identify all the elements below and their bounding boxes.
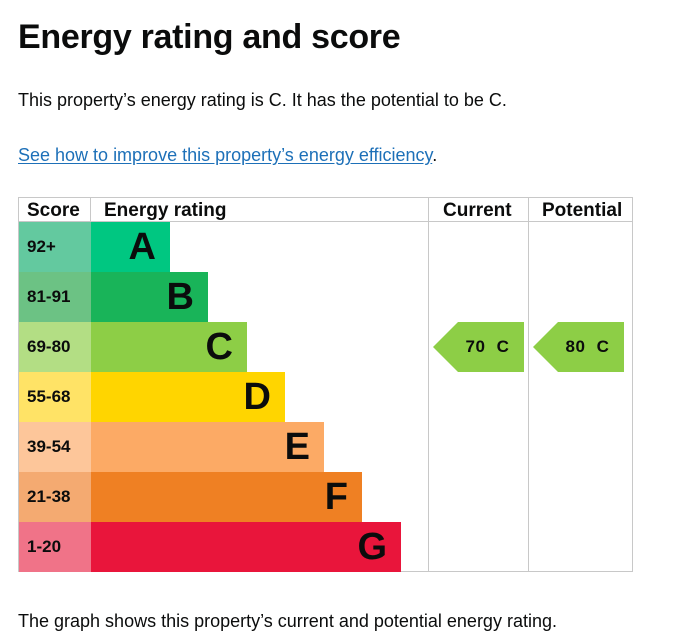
chart-caption: The graph shows this property’s current … (18, 611, 557, 631)
potential-arrow-shape (533, 322, 624, 372)
rating-band-d: D (91, 372, 285, 422)
potential-rating-label: 80 C (565, 337, 610, 356)
rating-band-letter: G (357, 526, 387, 568)
rating-summary: This property’s energy rating is C. It h… (18, 90, 507, 110)
current-column-divider (428, 198, 429, 571)
header-score-divider (90, 198, 91, 222)
rating-band-letter: A (128, 226, 156, 268)
header-current: Current (443, 200, 512, 221)
current-rating-label: 70 C (465, 337, 510, 356)
score-cell: 1-20 (19, 522, 91, 572)
rating-band-g: G (91, 522, 401, 572)
score-cell: 55-68 (19, 372, 91, 422)
improve-efficiency-link[interactable]: See how to improve this property’s energ… (18, 145, 433, 165)
current-arrow-shape (433, 322, 524, 372)
rating-band-letter: C (205, 326, 233, 368)
rating-band-letter: D (243, 376, 271, 418)
header-energy-rating: Energy rating (104, 200, 227, 221)
header-potential: Potential (542, 200, 623, 221)
rating-band-letter: B (166, 276, 194, 318)
score-cell: 69-80 (19, 322, 91, 372)
page-title: Energy rating and score (18, 18, 401, 56)
score-cell: 39-54 (19, 422, 91, 472)
energy-rating-chart: Score Energy rating Current Potential 92… (18, 197, 633, 572)
potential-rating-arrow: 80 C (533, 322, 624, 372)
rating-band-letter: F (324, 476, 348, 518)
potential-column-divider (528, 198, 529, 571)
rating-band-c: C (91, 322, 247, 372)
rating-band-a: A (91, 222, 170, 272)
score-cell: 21-38 (19, 472, 91, 522)
rating-band-e: E (91, 422, 324, 472)
improve-link-paragraph: See how to improve this property’s energ… (18, 143, 437, 167)
link-suffix: . (432, 145, 438, 165)
score-cell: 81-91 (19, 272, 91, 322)
rating-band-letter: E (284, 426, 310, 468)
rating-band-f: F (91, 472, 362, 522)
rating-band-b: B (91, 272, 208, 322)
header-score: Score (27, 200, 80, 221)
header-divider (19, 221, 632, 222)
current-rating-arrow: 70 C (433, 322, 524, 372)
score-cell: 92+ (19, 222, 91, 272)
